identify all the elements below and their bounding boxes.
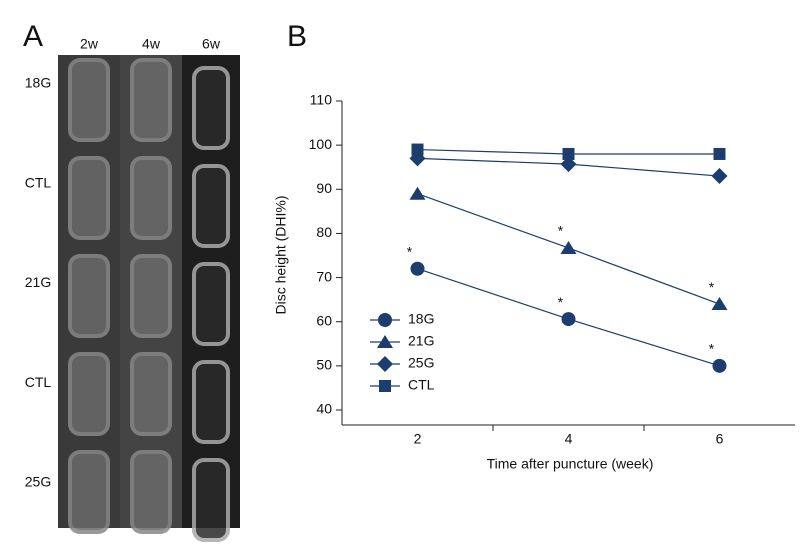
xray-image [58,55,240,542]
vertebra [130,352,172,436]
vertebra [68,156,110,240]
vertebra [68,254,110,338]
legend-label: 18G [408,311,434,327]
vertebra [130,156,172,240]
legend-label: 25G [408,355,434,371]
row-label: 21G [25,274,51,290]
legend-label: CTL [408,377,435,393]
row-label: CTL [25,374,52,390]
row-label: CTL [25,174,52,190]
x-tick-label: 6 [716,431,724,447]
marker [712,358,727,373]
vertebra [130,58,172,142]
vertebra [130,450,172,534]
column-label: 4w [142,36,161,52]
marker [560,156,577,173]
vertebra [68,352,110,436]
vertebra [192,66,230,150]
marker [713,147,726,160]
vertebra [192,360,230,444]
panel-label: B [287,20,307,53]
row-label: 25G [25,474,51,490]
significance-label: * [709,341,715,357]
significance-label: * [558,223,564,239]
column-label: 6w [202,36,221,52]
y-tick-label: 90 [316,180,332,196]
y-tick-label: 70 [316,268,332,284]
significance-label: * [709,279,715,295]
y-tick-label: 50 [316,357,332,373]
vertebra [192,458,230,542]
row-label: 18G [25,75,51,91]
marker [711,297,728,311]
panel-label: A [23,20,43,53]
marker [561,312,576,327]
y-tick-label: 60 [316,312,332,328]
marker [410,261,425,276]
marker [377,335,393,348]
x-tick-label: 4 [565,431,573,447]
x-tick-label: 2 [414,431,422,447]
marker [378,313,392,327]
legend-label: 21G [408,333,434,349]
y-axis-label: Disc height (DHI%) [273,195,289,314]
marker [560,240,577,254]
marker [379,380,391,392]
y-tick-label: 40 [316,401,332,417]
vertebra [68,58,110,142]
y-tick-label: 80 [316,224,332,240]
vertebra [192,164,230,248]
y-tick-label: 100 [309,136,333,152]
x-axis-label: Time after puncture (week) [487,456,654,472]
marker [377,356,393,372]
marker [411,143,424,156]
vertebra [68,450,110,534]
y-tick-label: 110 [310,92,333,108]
marker [711,168,728,185]
significance-label: * [558,294,564,310]
vertebra [192,262,230,346]
vertebra [130,254,172,338]
marker [409,186,426,200]
column-label: 2w [80,36,99,52]
significance-label: * [407,243,413,259]
marker [562,147,575,160]
